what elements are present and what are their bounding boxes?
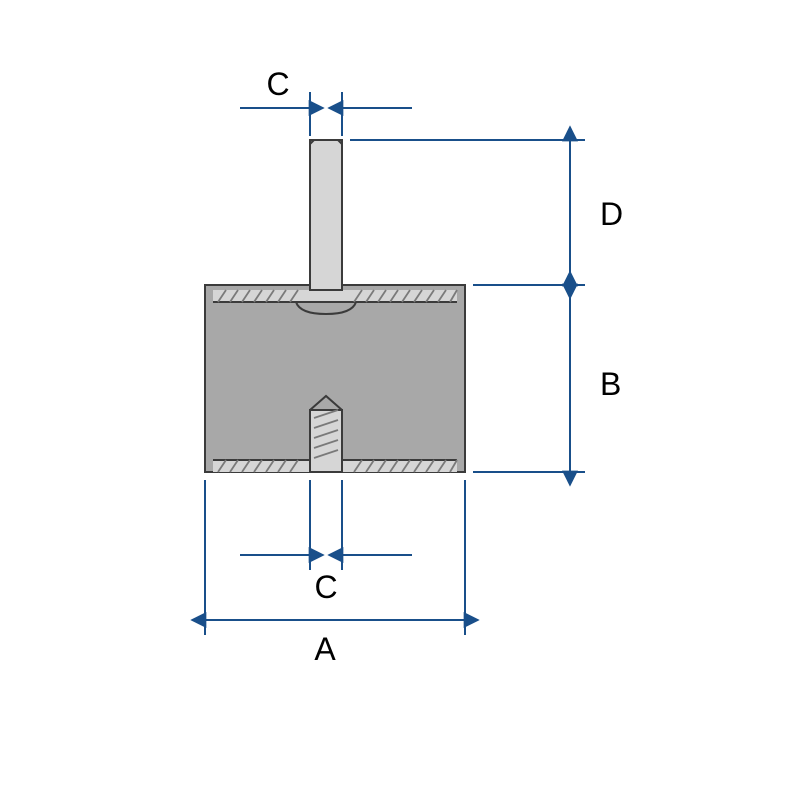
dimension-d: D (350, 140, 623, 285)
top-stud (310, 140, 342, 290)
label-c-bottom: C (314, 569, 337, 605)
dimension-b: B (473, 285, 621, 472)
label-c-top: C (266, 66, 289, 102)
technical-diagram: A C C D B (0, 0, 800, 800)
dimension-c-top: C (240, 66, 412, 136)
label-a: A (314, 631, 336, 667)
label-d: D (600, 196, 623, 232)
label-b: B (600, 366, 621, 402)
dimension-c-bottom: C (240, 480, 412, 605)
